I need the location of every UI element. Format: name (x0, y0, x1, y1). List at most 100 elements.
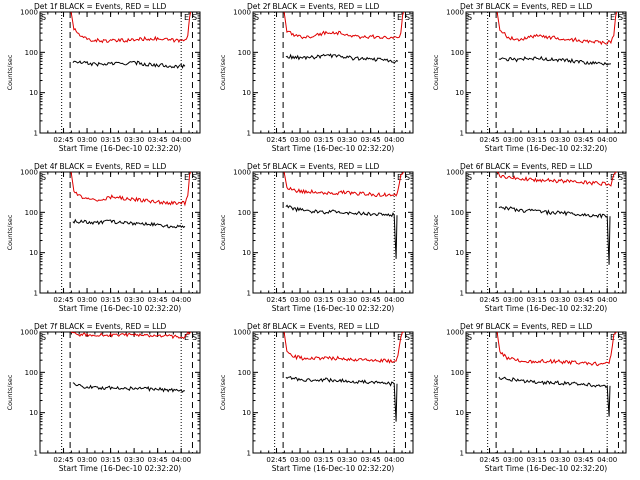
panel-title: Det 5f BLACK = Events, RED = LLD (247, 162, 380, 171)
y-tick-label: 100 (238, 209, 251, 217)
corner-marker: E (397, 13, 402, 22)
panel-det-8: Det 8f BLACK = Events, RED = LLD 1 10 100 10… (219, 322, 414, 473)
x-tick-label: 02:45 (266, 296, 286, 304)
x-axis-title: Start Time (16-Dec-10 02:32:20) (485, 144, 607, 153)
x-tick-label: 02:45 (479, 456, 499, 464)
x-tick-label: 03:30 (124, 456, 144, 464)
plot-frame (39, 11, 201, 134)
y-tick-label: 1000 (446, 9, 464, 17)
x-axis-title: Start Time (16-Dec-10 02:32:20) (485, 464, 607, 473)
y-tick-label: 1 (34, 450, 38, 458)
y-tick-label: 10 (455, 409, 464, 417)
events-series-line (285, 375, 398, 422)
y-tick-label: 10 (242, 409, 251, 417)
x-tick-label: 03:00 (290, 456, 310, 464)
plot-frame (465, 331, 627, 454)
events-series-line (285, 204, 398, 259)
plot-frame (465, 171, 627, 294)
x-tick-label: 03:00 (77, 296, 97, 304)
plot-frame (252, 11, 414, 134)
y-tick-label: 1000 (233, 9, 251, 17)
events-series-line (285, 53, 399, 64)
panel-title: Det 8f BLACK = Events, RED = LLD (247, 322, 380, 331)
corner-marker: S (254, 333, 259, 342)
x-tick-label: 03:00 (77, 456, 97, 464)
x-tick-label: 04:00 (384, 296, 404, 304)
x-tick-label: 03:00 (503, 456, 523, 464)
x-tick-label: 04:00 (597, 296, 617, 304)
y-tick-label: 1 (247, 130, 251, 138)
corner-marker: E (184, 333, 189, 342)
y-axis-title: Counts/sec (6, 214, 14, 250)
corner-marker: S (618, 173, 623, 182)
panel-det-7: Det 7f BLACK = Events, RED = LLD 1 10 100 10… (6, 322, 201, 473)
y-tick-label: 1 (460, 290, 464, 298)
events-series-line (72, 218, 186, 229)
panel-title: Det 1f BLACK = Events, RED = LLD (34, 2, 167, 11)
corner-marker: S (467, 173, 472, 182)
panel-det-1: Det 1f BLACK = Events, RED = LLD 1 10 100 10… (6, 2, 201, 153)
panel-title: Det 9f BLACK = Events, RED = LLD (460, 322, 593, 331)
y-tick-label: 1 (247, 450, 251, 458)
lld-series-line (70, 171, 192, 207)
x-tick-label: 02:45 (53, 136, 73, 144)
x-tick-label: 03:15 (313, 136, 333, 144)
x-tick-label: 03:15 (100, 296, 120, 304)
lld-series-line (70, 11, 192, 44)
x-tick-label: 03:00 (290, 136, 310, 144)
y-axis-title: Counts/sec (6, 374, 14, 410)
panel-det-2: Det 2f BLACK = Events, RED = LLD 1 10 100 10… (219, 2, 414, 153)
y-tick-label: 1 (247, 290, 251, 298)
y-tick-label: 10 (242, 249, 251, 257)
y-axis-title: Counts/sec (6, 54, 14, 90)
lld-series-line (496, 11, 618, 46)
x-tick-label: 03:45 (148, 296, 168, 304)
corner-marker: S (192, 333, 197, 342)
x-axis-title: Start Time (16-Dec-10 02:32:20) (59, 144, 181, 153)
x-tick-label: 03:30 (337, 456, 357, 464)
y-tick-label: 10 (242, 89, 251, 97)
y-tick-label: 1 (460, 450, 464, 458)
x-tick-label: 03:00 (77, 136, 97, 144)
x-axis-title: Start Time (16-Dec-10 02:32:20) (59, 304, 181, 313)
y-tick-label: 100 (25, 369, 38, 377)
y-tick-label: 1000 (20, 329, 38, 337)
y-axis-title: Counts/sec (432, 214, 440, 250)
corner-marker: S (467, 13, 472, 22)
x-tick-label: 03:00 (503, 136, 523, 144)
x-tick-label: 02:45 (266, 456, 286, 464)
plot-frame (465, 11, 627, 134)
y-tick-label: 100 (238, 369, 251, 377)
y-axis-title: Counts/sec (219, 374, 227, 410)
y-tick-label: 1000 (233, 329, 251, 337)
x-tick-label: 03:15 (100, 456, 120, 464)
x-tick-label: 03:15 (526, 136, 546, 144)
corner-marker: S (467, 333, 472, 342)
panel-det-3: Det 3f BLACK = Events, RED = LLD 1 10 100 10… (432, 2, 627, 153)
x-tick-label: 04:00 (597, 456, 617, 464)
x-tick-label: 03:45 (361, 456, 381, 464)
x-tick-label: 03:30 (124, 136, 144, 144)
events-series-line (72, 382, 185, 393)
y-tick-label: 100 (451, 209, 464, 217)
x-tick-label: 03:00 (290, 296, 310, 304)
x-tick-label: 03:45 (361, 136, 381, 144)
corner-marker: E (397, 173, 402, 182)
y-tick-label: 10 (29, 249, 38, 257)
corner-marker: E (610, 333, 615, 342)
y-tick-label: 1000 (233, 169, 251, 177)
y-tick-label: 10 (455, 89, 464, 97)
lld-series-line (283, 171, 405, 198)
panel-title: Det 3f BLACK = Events, RED = LLD (460, 2, 593, 11)
x-tick-label: 04:00 (384, 456, 404, 464)
lld-series-line (283, 11, 405, 40)
y-tick-label: 10 (455, 249, 464, 257)
x-axis-title: Start Time (16-Dec-10 02:32:20) (59, 464, 181, 473)
panel-det-4: Det 4f BLACK = Events, RED = LLD 1 10 100 10… (6, 162, 201, 313)
plot-frame (252, 331, 414, 454)
events-series-line (498, 205, 611, 265)
x-tick-label: 03:30 (337, 296, 357, 304)
corner-marker: S (618, 333, 623, 342)
x-tick-label: 03:45 (574, 456, 594, 464)
lld-series-line (283, 331, 404, 364)
